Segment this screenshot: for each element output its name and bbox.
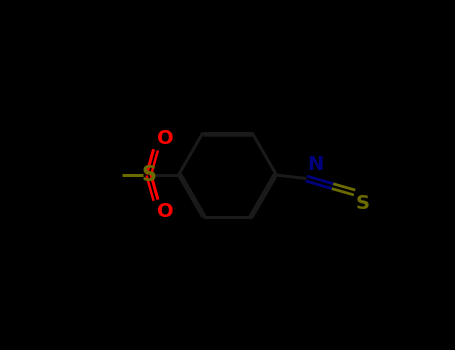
Text: O: O: [157, 129, 173, 148]
Text: S: S: [356, 194, 370, 213]
Text: S: S: [141, 165, 156, 185]
Text: O: O: [157, 202, 173, 221]
Text: N: N: [308, 155, 324, 174]
